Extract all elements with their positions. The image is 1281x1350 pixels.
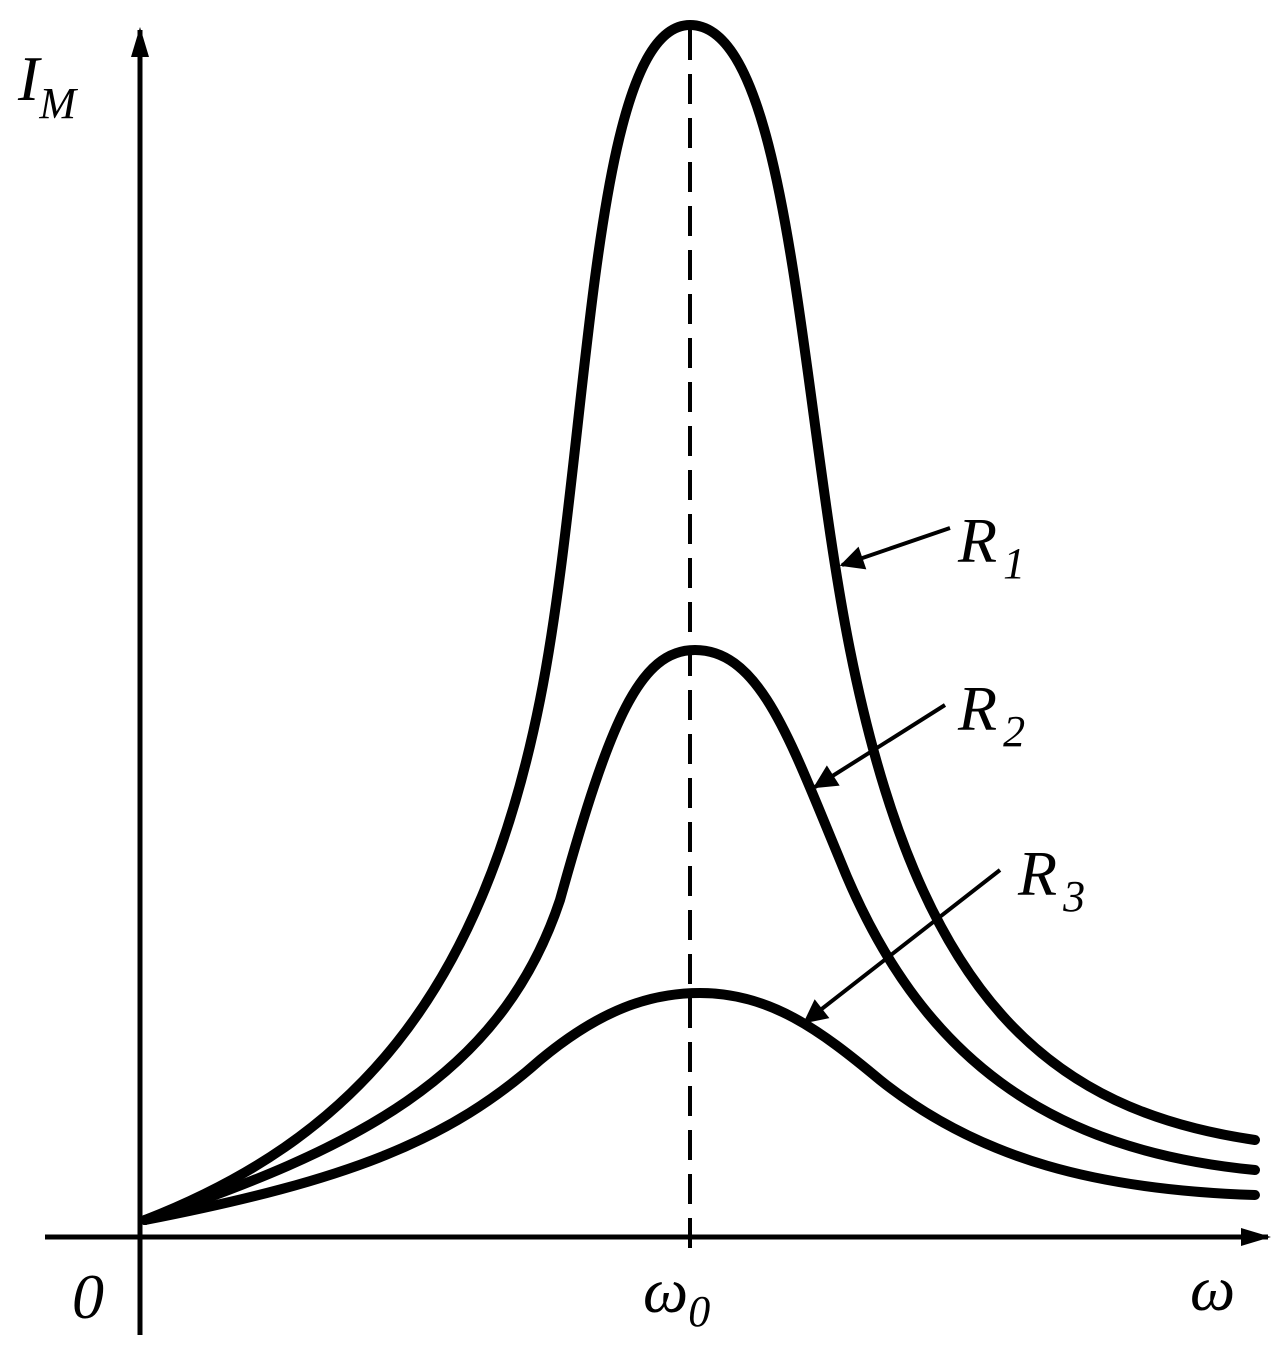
pointer-r1 (839, 526, 951, 570)
r3-main: R (1017, 838, 1057, 909)
y-label-main: I (17, 43, 42, 114)
r1-main: R (957, 505, 997, 576)
curve-r2 (140, 644, 1260, 1225)
r1-sub: 1 (1003, 539, 1025, 588)
r3-sub: 3 (1062, 872, 1085, 921)
curve-r3 (140, 987, 1260, 1225)
pointer-r2 (812, 703, 947, 789)
resonance-sub: 0 (688, 1287, 710, 1336)
y-label-sub: M (38, 79, 78, 128)
pointer-r3 (803, 868, 1002, 1024)
curve-r1 (140, 19, 1260, 1225)
resonance-main: ω (643, 1255, 688, 1326)
origin-label: 0 (72, 1261, 104, 1332)
r2-main: R (957, 673, 997, 744)
r2-sub: 2 (1003, 707, 1025, 756)
resonance-label: ω0 (643, 1255, 710, 1336)
y-axis-label: IM (17, 43, 78, 128)
x-axis-label: ω (1190, 1253, 1235, 1324)
